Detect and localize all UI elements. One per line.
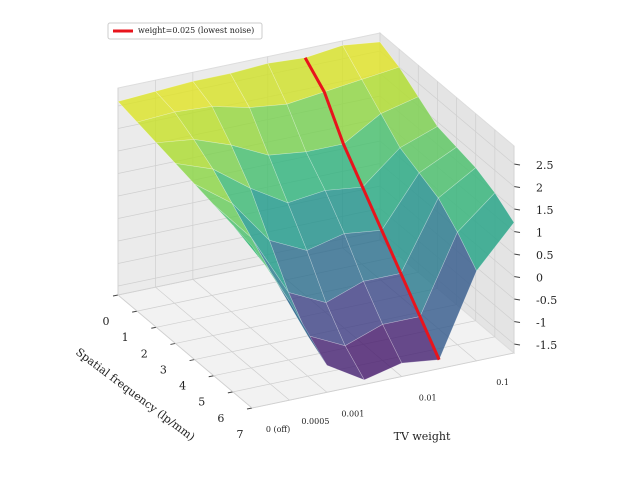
y-tick-label: 0.01 <box>419 394 437 403</box>
y-tick-label: 0.0005 <box>301 417 329 426</box>
z-tick <box>513 186 521 188</box>
x-tick-label: 2 <box>141 347 148 360</box>
y-tick-label: 0.1 <box>496 378 509 387</box>
legend-label: weight=0.025 (lowest noise) <box>138 26 254 35</box>
z-tick <box>513 298 521 301</box>
z-tick-label: -0.5 <box>536 294 557 307</box>
x-tick-label: 4 <box>179 380 186 393</box>
x-tick-label: 5 <box>198 396 205 409</box>
z-tick-label: 1 <box>536 227 543 240</box>
x-tick <box>227 391 233 394</box>
z-tick-label: 2 <box>536 182 543 195</box>
z-tick <box>513 231 521 233</box>
grid-line <box>155 80 290 401</box>
z-tick-label: 0 <box>536 272 543 285</box>
z-tick-label: 2.5 <box>536 159 554 172</box>
z-tick-label: 1.5 <box>536 204 554 217</box>
surface-patch <box>457 192 515 272</box>
x-axis-label: Spatial frequency (lp/mm) <box>73 346 197 444</box>
legend-box <box>107 22 263 40</box>
x-tick-label: 7 <box>237 428 244 441</box>
x-tick <box>112 294 119 297</box>
x-tick-label: 0 <box>103 315 110 328</box>
x-tick-label: 1 <box>122 331 129 344</box>
x-tick <box>246 407 253 410</box>
z-tick-label: 0.5 <box>536 249 554 262</box>
surface-patch <box>232 225 290 302</box>
y-axis-label: TV weight <box>394 430 451 443</box>
x-tick <box>151 326 157 329</box>
y-tick-label: 0 (off) <box>266 425 290 434</box>
z-tick <box>513 208 521 211</box>
x-tick-label: 6 <box>217 412 224 425</box>
z-tick <box>513 276 521 278</box>
grid-line <box>117 88 253 409</box>
y-tick-label: 0.001 <box>341 409 364 418</box>
x-tick <box>132 310 138 313</box>
grid-line <box>251 146 515 409</box>
z-tick-label: -1 <box>536 317 547 330</box>
x-tick <box>189 359 195 362</box>
x-tick <box>208 375 214 378</box>
z-tick <box>513 163 521 166</box>
x-tick <box>170 342 176 345</box>
z-tick <box>513 321 521 323</box>
z-tick <box>513 343 521 346</box>
z-tick <box>513 253 521 256</box>
z-tick-label: -1.5 <box>536 339 557 352</box>
x-tick-label: 3 <box>160 363 167 376</box>
series-line <box>303 56 441 361</box>
